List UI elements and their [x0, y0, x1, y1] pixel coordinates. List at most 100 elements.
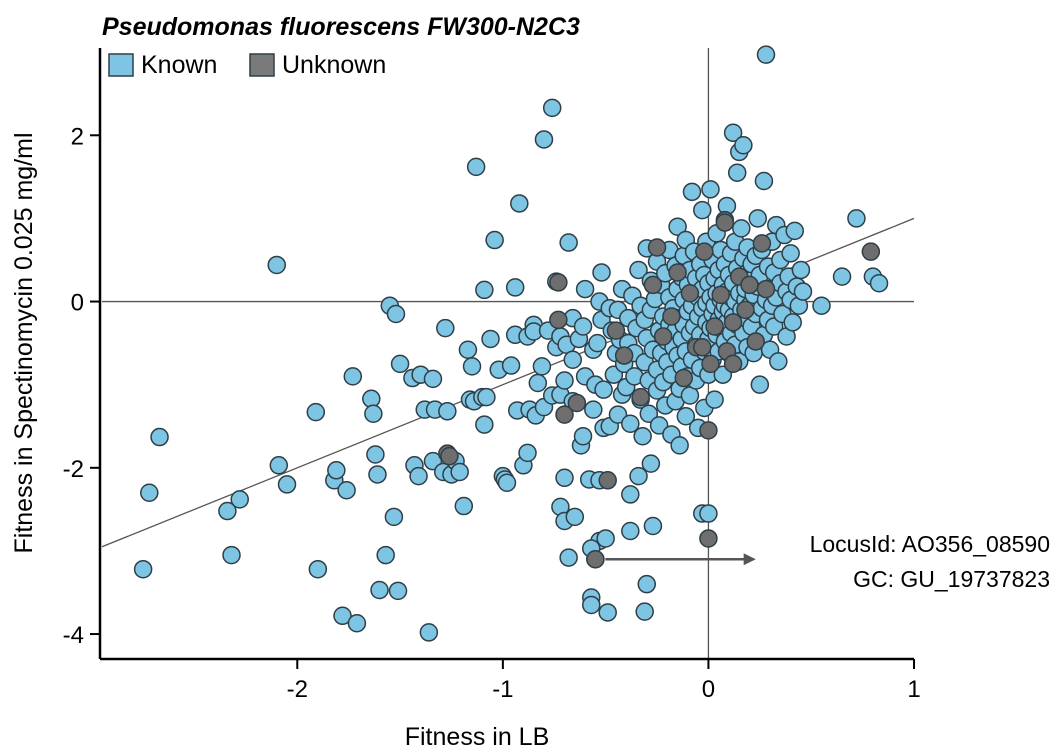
- data-point-known: [573, 426, 593, 446]
- data-point-unknown: [705, 317, 724, 336]
- data-point-known: [458, 340, 478, 360]
- data-point-known: [277, 475, 297, 494]
- data-point-known: [532, 357, 552, 376]
- data-point-known: [140, 483, 159, 502]
- data-point-known: [832, 267, 852, 286]
- data-point-known: [462, 357, 482, 376]
- data-point-known: [388, 581, 408, 601]
- data-point-known: [592, 263, 611, 282]
- data-point-known: [518, 443, 537, 463]
- data-point-known: [534, 130, 554, 149]
- x-tick-label: 0: [702, 676, 715, 703]
- data-point-known: [756, 45, 776, 64]
- data-point-known: [641, 454, 661, 473]
- data-point-known: [267, 255, 286, 275]
- data-point-known: [436, 318, 455, 338]
- data-point-known: [584, 400, 603, 419]
- data-points: [133, 45, 889, 642]
- data-point-known: [668, 217, 687, 236]
- data-point-known: [555, 371, 574, 390]
- data-point-known: [563, 350, 583, 369]
- data-point-known: [643, 516, 663, 536]
- data-point-known: [327, 461, 346, 480]
- data-point-unknown: [701, 354, 720, 374]
- data-point-unknown: [549, 310, 568, 330]
- data-point-known: [812, 296, 831, 315]
- data-point-known: [337, 480, 356, 500]
- data-point-known: [376, 545, 395, 565]
- legend-swatch-unknown: [249, 53, 275, 77]
- data-point-known: [594, 380, 613, 399]
- data-point-unknown: [567, 393, 587, 413]
- chart-title: Pseudomonas fluorescens FW300-N2C3: [102, 13, 580, 41]
- data-point-unknown: [647, 238, 667, 257]
- data-point-unknown: [711, 285, 731, 305]
- data-point-known: [598, 603, 617, 622]
- data-point-known: [596, 529, 615, 548]
- data-point-known: [629, 466, 648, 486]
- data-point-known: [454, 496, 474, 516]
- data-point-known: [608, 405, 628, 424]
- x-axis-title: Fitness in LB: [405, 723, 550, 751]
- data-point-unknown: [662, 307, 681, 326]
- data-point-known: [769, 352, 788, 371]
- data-point-known: [390, 354, 410, 374]
- data-point-unknown: [861, 242, 881, 261]
- data-point-unknown: [756, 279, 776, 299]
- data-point-known: [542, 98, 562, 118]
- data-point-known: [333, 606, 352, 626]
- y-tick-label: 2: [71, 123, 84, 150]
- data-point-known: [582, 595, 601, 615]
- data-point-known: [565, 507, 585, 527]
- data-point-known: [370, 580, 389, 600]
- data-point-unknown: [695, 242, 714, 261]
- data-point-known: [475, 415, 494, 434]
- data-point-known: [218, 501, 237, 521]
- data-point-known: [423, 369, 443, 389]
- legend: Known Unknown: [108, 51, 386, 79]
- data-point-unknown: [586, 549, 605, 569]
- data-point-known: [450, 462, 469, 482]
- data-point-known: [366, 445, 385, 464]
- data-point-known: [621, 485, 640, 504]
- data-point-unknown: [736, 300, 755, 320]
- data-point-known: [477, 387, 496, 407]
- data-point-known: [528, 373, 548, 393]
- data-point-known: [497, 473, 517, 493]
- data-point-known: [847, 209, 866, 228]
- y-tick-label: -4: [63, 622, 84, 649]
- data-point-known: [693, 200, 712, 220]
- y-tick-label: -2: [63, 456, 84, 483]
- data-point-unknown: [752, 234, 772, 253]
- data-point-known: [368, 465, 387, 484]
- data-point-unknown: [614, 346, 634, 365]
- data-point-known: [364, 404, 383, 424]
- data-point-known: [222, 545, 241, 565]
- data-point-known: [230, 490, 249, 509]
- data-point-known: [475, 280, 494, 300]
- data-point-known: [343, 367, 363, 386]
- data-point-known: [670, 436, 689, 455]
- legend-label-known: Known: [141, 51, 217, 79]
- data-point-known: [386, 304, 406, 324]
- data-point-unknown: [693, 338, 712, 357]
- legend-swatch-known: [108, 53, 134, 77]
- data-point-unknown: [549, 273, 568, 292]
- data-point-known: [559, 233, 578, 252]
- data-point-known: [682, 182, 702, 202]
- data-point-unknown: [680, 283, 700, 303]
- data-point-known: [133, 559, 153, 579]
- data-point-unknown: [555, 405, 574, 424]
- data-point-known: [754, 171, 774, 191]
- data-point-known: [559, 548, 578, 567]
- data-point-known: [732, 219, 751, 238]
- data-point-known: [676, 407, 696, 426]
- data-point-unknown: [699, 421, 718, 440]
- data-point-known: [734, 136, 753, 155]
- y-axis-title: Fitness in Spectinomycin 0.025 mg/ml: [10, 132, 38, 553]
- annotation: LocusId: AO356_08590 GC: GU_19737823: [605, 531, 1050, 592]
- y-tick-label: 0: [71, 290, 84, 317]
- data-point-unknown: [699, 529, 718, 548]
- x-tick-label: -2: [287, 676, 308, 703]
- data-point-known: [481, 329, 500, 349]
